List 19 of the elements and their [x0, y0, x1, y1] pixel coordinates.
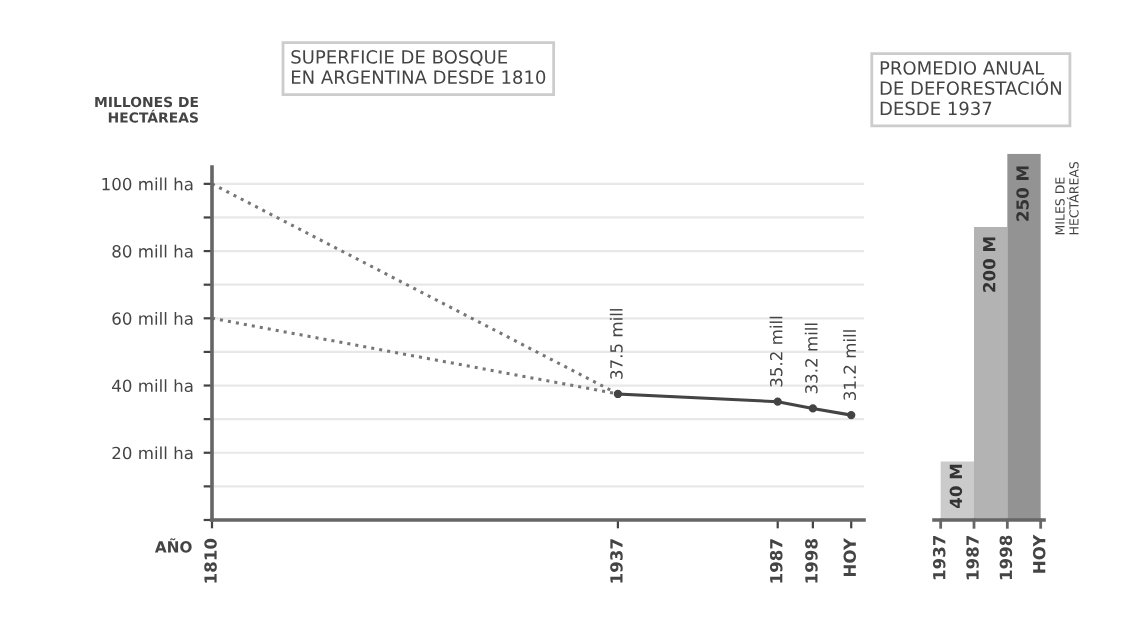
x-tick-label: 1810	[204, 538, 217, 583]
data-label: 33.2 mill	[804, 323, 818, 394]
y-tick-label: 20 mill ha	[112, 446, 193, 460]
data-label: 200 M	[982, 237, 996, 292]
chart-title: PROMEDIO ANUAL DE DEFORESTACIÓN DESDE 1937	[880, 61, 1061, 116]
y-tick-label: 60 mill ha	[112, 311, 193, 325]
data-label: 37.5 mill	[609, 309, 623, 379]
data-label: 35.2 mill	[769, 316, 783, 387]
data-label: 31.2 mill	[843, 330, 857, 400]
data-label: 250 M	[1016, 166, 1029, 221]
y-tick-label: 40 mill ha	[112, 379, 193, 393]
x-tick-label: 1998	[805, 539, 818, 583]
x-tick-label: 1937	[610, 539, 623, 583]
x-tick-label: 1987	[769, 539, 783, 583]
data-label: 40 M	[949, 464, 963, 508]
chart-title: SUPERFICIE DE BOSQUE EN ARGENTINA DESDE 1810	[291, 50, 546, 84]
x-tick-label: HOY	[843, 537, 857, 577]
y-tick-label: 100 mill ha	[102, 177, 193, 191]
y-tick-label: 80 mill ha	[112, 244, 193, 258]
